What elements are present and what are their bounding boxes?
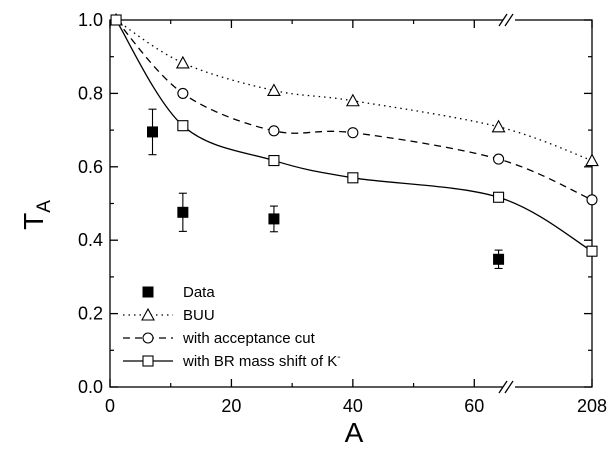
data-point [493,253,505,265]
x-tick-label: 40 [343,396,363,416]
series-point [585,153,599,167]
series-point [493,153,505,165]
legend-marker [142,332,154,344]
series-point [175,55,190,69]
x-tick-label: 60 [464,396,484,416]
y-tick-label: 0.2 [78,304,103,324]
y-tick-label: 0.8 [78,83,103,103]
legend-label: BUU [183,307,215,324]
legend-label-text: Data [183,284,215,301]
legend-label-text: with acceptance cut [182,330,316,347]
series-point [268,125,280,137]
data-point [147,126,158,138]
legend-label-text: BUU [183,307,215,324]
series-point [347,172,359,184]
series-point [491,119,506,133]
legend: Data BUU with acceptance cut with BR mass s… [123,284,341,370]
series-point [345,93,360,107]
x-tick-label: 208 [577,396,607,416]
series-point [586,194,598,206]
series-line [115,19,593,201]
series-line [115,19,593,252]
legend-marker [142,355,154,367]
series-point [110,14,122,26]
y-tick-label: 0.6 [78,157,103,177]
legend-label: with acceptance cut [182,330,316,347]
axis-break-mark [504,13,514,27]
legend-label: with BR mass shift of K- [182,352,341,370]
series-point [177,87,189,99]
x-tick-label: 0 [105,396,115,416]
data-point [177,206,189,218]
axes: 0 20 40 60 208 0.0 0.2 0.4 0.6 0.8 1.0 [78,10,607,416]
y-tick-label: 1.0 [78,10,103,30]
x-axis-title: A [345,417,364,448]
markers [109,12,599,270]
y-axis-title: TA [18,200,55,230]
series-point [177,120,189,132]
y-tick-label: 0.4 [78,230,103,250]
axis-break-mark [498,13,508,27]
series-point [586,245,598,257]
legend-label: Data [183,284,215,301]
legend-label-text: with BR mass shift of K [182,353,337,370]
series-line [115,19,593,162]
legend-marker [142,286,154,298]
curves [115,19,593,252]
series-point [268,155,280,167]
legend-label-superscript: - [337,352,340,363]
data-point [268,213,280,225]
x-tick-label: 20 [221,396,241,416]
series-point [267,83,281,97]
series-point [347,127,359,139]
axis-break-mark [498,380,508,394]
axis-break-mark [504,380,514,394]
legend-marker [141,307,155,321]
y-tick-label: 0.0 [78,377,103,397]
series-point [493,191,505,203]
